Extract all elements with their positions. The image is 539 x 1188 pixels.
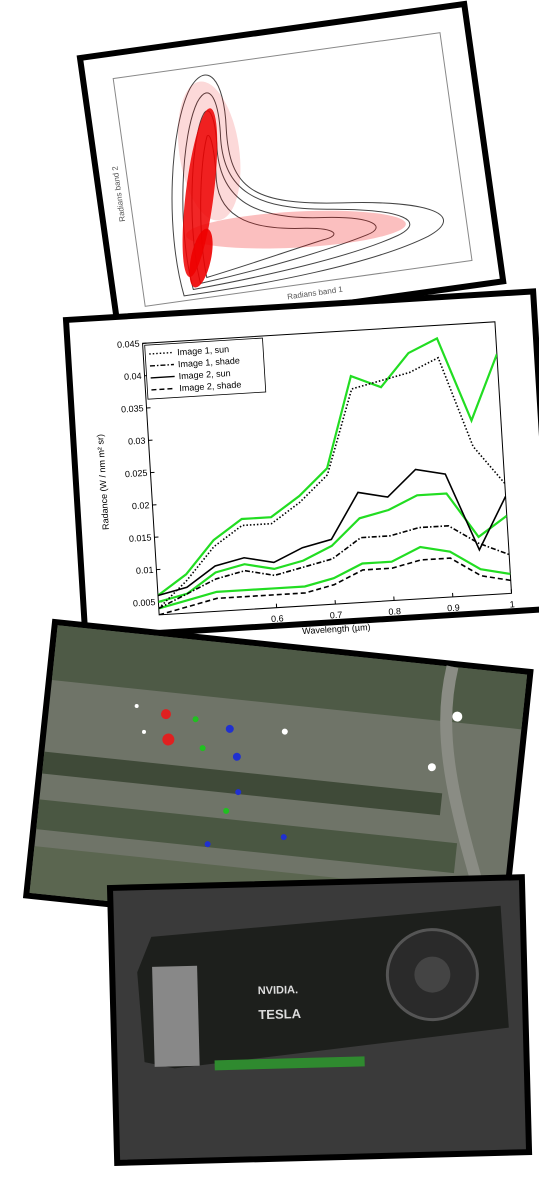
y-tick-label: 0.005 (133, 597, 156, 608)
y-tick-label: 0.015 (129, 532, 152, 543)
x-tick-label: 0.8 (388, 606, 401, 617)
y-tick-label: 0.01 (136, 565, 154, 576)
y-tick-label: 0.035 (121, 403, 144, 414)
y-tick-label: 0.04 (124, 371, 142, 382)
y-tick-label: 0.02 (132, 500, 150, 511)
y-tick-label: 0.025 (125, 468, 148, 479)
gpu-brand: NVIDIA. (258, 984, 299, 997)
x-tick-label: 0.9 (447, 603, 460, 614)
x-tick-label: 1 (509, 599, 515, 609)
x-tick-label: 0.6 (271, 613, 284, 624)
bracket (152, 966, 200, 1067)
x-tick-label: 0.7 (329, 610, 342, 621)
density-panel: Radians band 2 Radians band 1 (80, 4, 503, 335)
y-tick-label: 0.03 (128, 436, 146, 447)
y-tick-label: 0.045 (117, 339, 140, 350)
gpu-photo: NVIDIA. TESLA (110, 877, 529, 1163)
spectrum-panel: Radance (W / nm m² sr) Wavelength (µm) 0… (66, 291, 539, 649)
gpu-model: TESLA (258, 1006, 302, 1022)
